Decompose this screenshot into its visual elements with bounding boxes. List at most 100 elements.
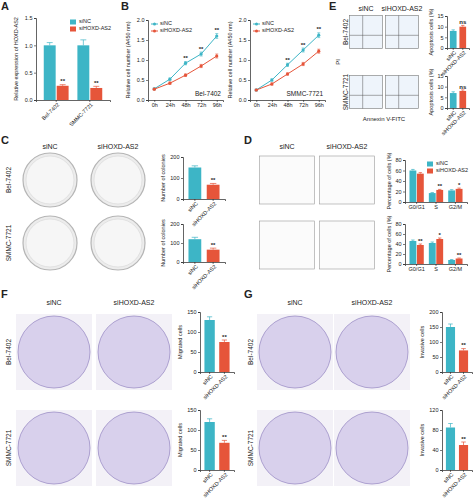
column-header: siNC [358, 5, 373, 12]
axis-line [201, 471, 235, 473]
x-tick-label: Bel-7402 [41, 101, 61, 121]
y-tick: 10 [437, 24, 447, 30]
error-bar [184, 74, 187, 76]
bar [429, 193, 436, 202]
transwell-bg [16, 314, 92, 390]
y-tick-mark [440, 357, 442, 358]
error-bar-part [450, 259, 453, 260]
error-bar [448, 424, 453, 428]
bar [204, 422, 214, 470]
y-tick-mark [440, 450, 442, 451]
legend-swatch [70, 20, 76, 25]
significance: ** [199, 46, 204, 52]
y-tick-label: 0 [435, 369, 438, 375]
y-tick-label: 0 [193, 369, 196, 375]
y-axis: 0.00.51.01.52.0 [239, 17, 251, 103]
y-tick-mark [403, 160, 405, 161]
y-tick: 10 [437, 84, 447, 90]
bar [207, 250, 220, 262]
x-axis: siNCsiHOXD-AS2 [440, 108, 469, 136]
x-tick: siHOXD-AS2 [440, 108, 467, 136]
bar [204, 320, 214, 372]
x-tick: 96h [213, 100, 222, 108]
error-bar-part [411, 240, 414, 241]
point [317, 34, 320, 37]
error-bar-part [207, 316, 212, 317]
y-tick-label: 15 [437, 73, 443, 79]
panel-label: C [1, 134, 9, 146]
error-bar-part [215, 58, 218, 59]
x-tick-label: 48h [283, 102, 292, 108]
y-tick-mark [403, 234, 405, 235]
colony-plate-inner [94, 156, 142, 204]
error-bar-part [200, 56, 203, 57]
x-tick: G2/M [449, 264, 463, 272]
bar-chart: Bel-7402SMMC-77210.00.51.01.5****Relativ… [13, 15, 111, 127]
error-bar-part [431, 242, 434, 243]
x-axis: siNCsiHOXD-AS2 [441, 470, 473, 498]
error-bar [210, 183, 216, 184]
error-bar-part [224, 440, 225, 442]
line-chart: 0h24h48h72h96h0.00.51.01.52.0******Bel-7… [125, 17, 223, 108]
x-tick-label: S [434, 204, 438, 210]
x-axis: siNCsiHOXD-AS2 [201, 372, 235, 400]
y-tick-label: 100 [170, 240, 179, 246]
y-axis: 020406080 [395, 157, 405, 205]
x-tick: siNC [186, 199, 199, 213]
legend-marker [255, 30, 258, 33]
y-tick-mark [403, 202, 405, 203]
quadrant-line [350, 95, 383, 96]
y-tick-mark [248, 100, 250, 101]
x-tick-label: siHOXD-AS2 [440, 49, 467, 76]
plot-area [409, 169, 462, 202]
transwell-bg [334, 410, 410, 486]
error-bar-part [192, 165, 198, 166]
error-bar-part [83, 40, 84, 45]
row-label: Bel-7402 [5, 339, 12, 365]
x-axis: siNCsiHOXD-AS2 [184, 262, 226, 290]
y-tick: 0 [435, 467, 442, 473]
y-axis: 0.00.51.01.5 [25, 15, 37, 103]
point [317, 50, 320, 53]
y-tick-label: 1.0 [137, 57, 145, 63]
y-tick: 15 [437, 13, 447, 19]
x-tick-label: siNC [186, 200, 199, 213]
significance: ** [211, 177, 216, 183]
legend-swatch [427, 162, 433, 167]
bar [57, 86, 69, 100]
y-tick: 200 [170, 221, 183, 227]
flow-plot [386, 16, 419, 49]
y-tick: 20 [395, 251, 405, 257]
legend-item: siNC [151, 20, 172, 26]
error-bar [93, 86, 99, 88]
chart-title: SMMC-7721 [287, 90, 324, 97]
y-tick: 50 [190, 349, 200, 355]
axis-line [34, 19, 37, 101]
y-tick-mark [146, 80, 148, 81]
error-bar [200, 64, 203, 67]
error-bar [222, 340, 227, 342]
y-tick-mark [440, 372, 442, 373]
y-tick-mark [445, 76, 447, 77]
axis-line [201, 373, 235, 375]
bar-chart: siNCsiHOXD-AS20100200**Number of colonie… [160, 154, 225, 227]
x-tick-label: siHOXD-AS2 [440, 109, 467, 136]
axis-line [184, 263, 226, 265]
row-label: SMMC-7721 [342, 73, 349, 110]
plot-area [188, 166, 219, 199]
bar [459, 27, 466, 48]
transwell-bg [96, 314, 172, 390]
bar-chart: siNCsiHOXD-AS2050100150**Migrated cells [177, 309, 234, 400]
bar [456, 259, 463, 265]
y-tick-mark [440, 470, 442, 471]
error-bar [419, 173, 422, 174]
y-tick-label: 5 [440, 95, 443, 101]
x-tick: siNC [201, 372, 214, 386]
y-tick-mark [198, 372, 200, 373]
point [255, 88, 258, 91]
significance: ** [437, 183, 442, 189]
error-bar [192, 237, 198, 239]
y-tick-mark [198, 450, 200, 451]
y-tick: 0 [193, 369, 200, 375]
error-bar-part [209, 419, 210, 422]
